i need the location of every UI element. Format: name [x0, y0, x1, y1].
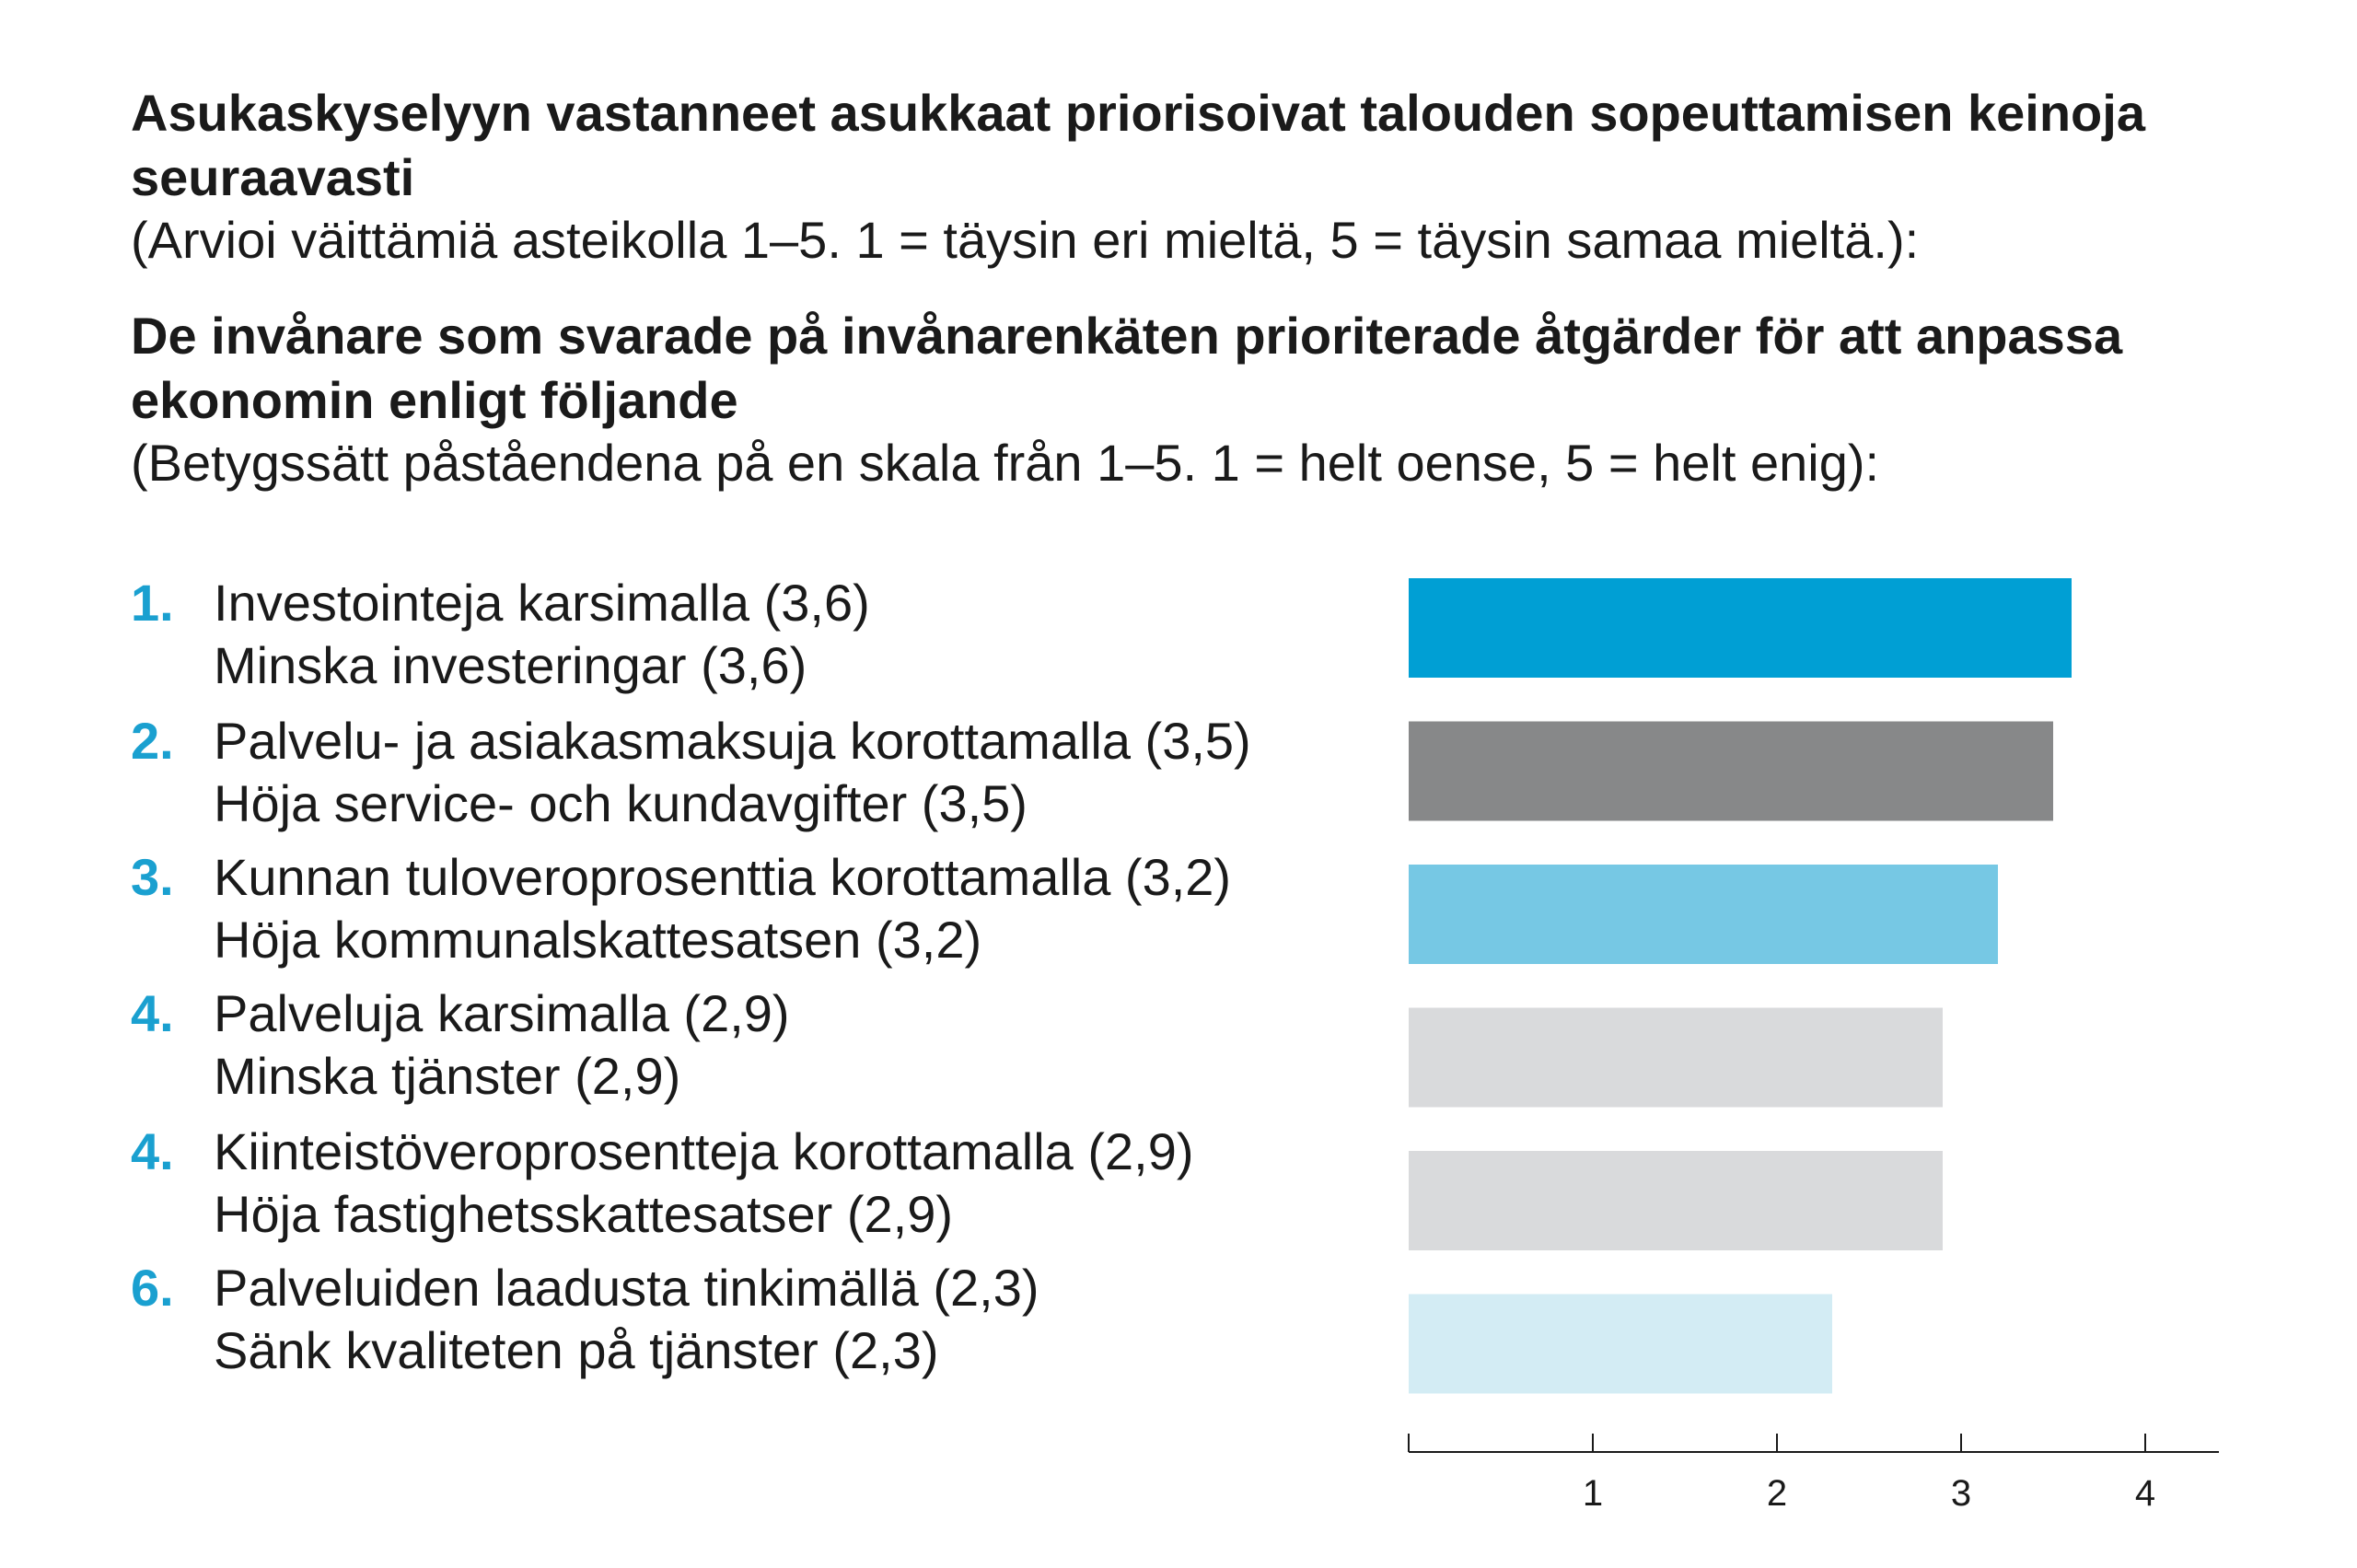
x-tick-label: 1: [1583, 1473, 1603, 1514]
item-label-sv: Minska investeringar (3,6): [214, 636, 807, 694]
chart-subtitle-sv: (Betygssätt påståendena på en skala från…: [131, 434, 1880, 492]
item-label-fi: Palvelu- ja asiakasmaksuja korottamalla …: [214, 712, 1251, 770]
chart-title-fi: Asukaskyselyyn vastanneet asukkaat prior…: [131, 84, 2145, 206]
item-label-fi: Palveluja karsimalla (2,9): [214, 984, 790, 1042]
item-label-sv: Höja service- och kundavgifter (3,5): [214, 774, 1028, 832]
x-tick-label: 2: [1767, 1473, 1787, 1514]
x-tick-label: 3: [1951, 1473, 1971, 1514]
rank-number: 2.: [131, 712, 174, 770]
item-label-sv: Höja kommunalskattesatsen (3,2): [214, 911, 982, 969]
bar-2: [1409, 721, 2053, 821]
item-label-fi: Kiinteistöveroprosentteja korottamalla (…: [214, 1122, 1194, 1180]
bar-4: [1409, 1007, 1943, 1108]
list-item: 3. Kunnan tuloveroprosenttia korottamall…: [131, 845, 1401, 974]
item-label-fi: Kunnan tuloveroprosenttia korottamalla (…: [214, 848, 1232, 906]
list-item: 2. Palvelu- ja asiakasmaksuja korottamal…: [131, 709, 1401, 838]
item-label-sv: Sänk kvaliteten på tjänster (2,3): [214, 1321, 939, 1379]
item-label-sv: Minska tjänster (2,9): [214, 1047, 681, 1105]
list-item: 4. Kiinteistöveroprosentteja korottamall…: [131, 1120, 1401, 1249]
rank-number: 6.: [131, 1259, 174, 1317]
chart-title-sv: De invånare som svarade på invånarenkäte…: [131, 307, 2123, 429]
x-tick-label: 4: [2135, 1473, 2155, 1514]
bar-3: [1409, 865, 1998, 964]
rank-number: 4.: [131, 984, 174, 1042]
chart-subtitle-fi: (Arvioi väittämiä asteikolla 1–5. 1 = tä…: [131, 211, 1920, 269]
bar-1: [1409, 578, 2072, 678]
item-label-fi: Palveluiden laadusta tinkimällä (2,3): [214, 1259, 1039, 1317]
item-label-fi: Investointeja karsimalla (3,6): [214, 574, 870, 632]
bar-5: [1409, 1151, 1943, 1250]
bar-6: [1409, 1294, 1832, 1394]
item-label-sv: Höja fastighetsskattesatser (2,9): [214, 1185, 954, 1243]
rank-number: 1.: [131, 574, 174, 632]
rank-number: 3.: [131, 848, 174, 906]
list-item: 6. Palveluiden laadusta tinkimällä (2,3)…: [131, 1256, 1401, 1385]
list-item: 4. Palveluja karsimalla (2,9) Minska tjä…: [131, 981, 1401, 1110]
list-item: 1. Investointeja karsimalla (3,6) Minska…: [131, 571, 1401, 700]
rank-number: 4.: [131, 1122, 174, 1180]
